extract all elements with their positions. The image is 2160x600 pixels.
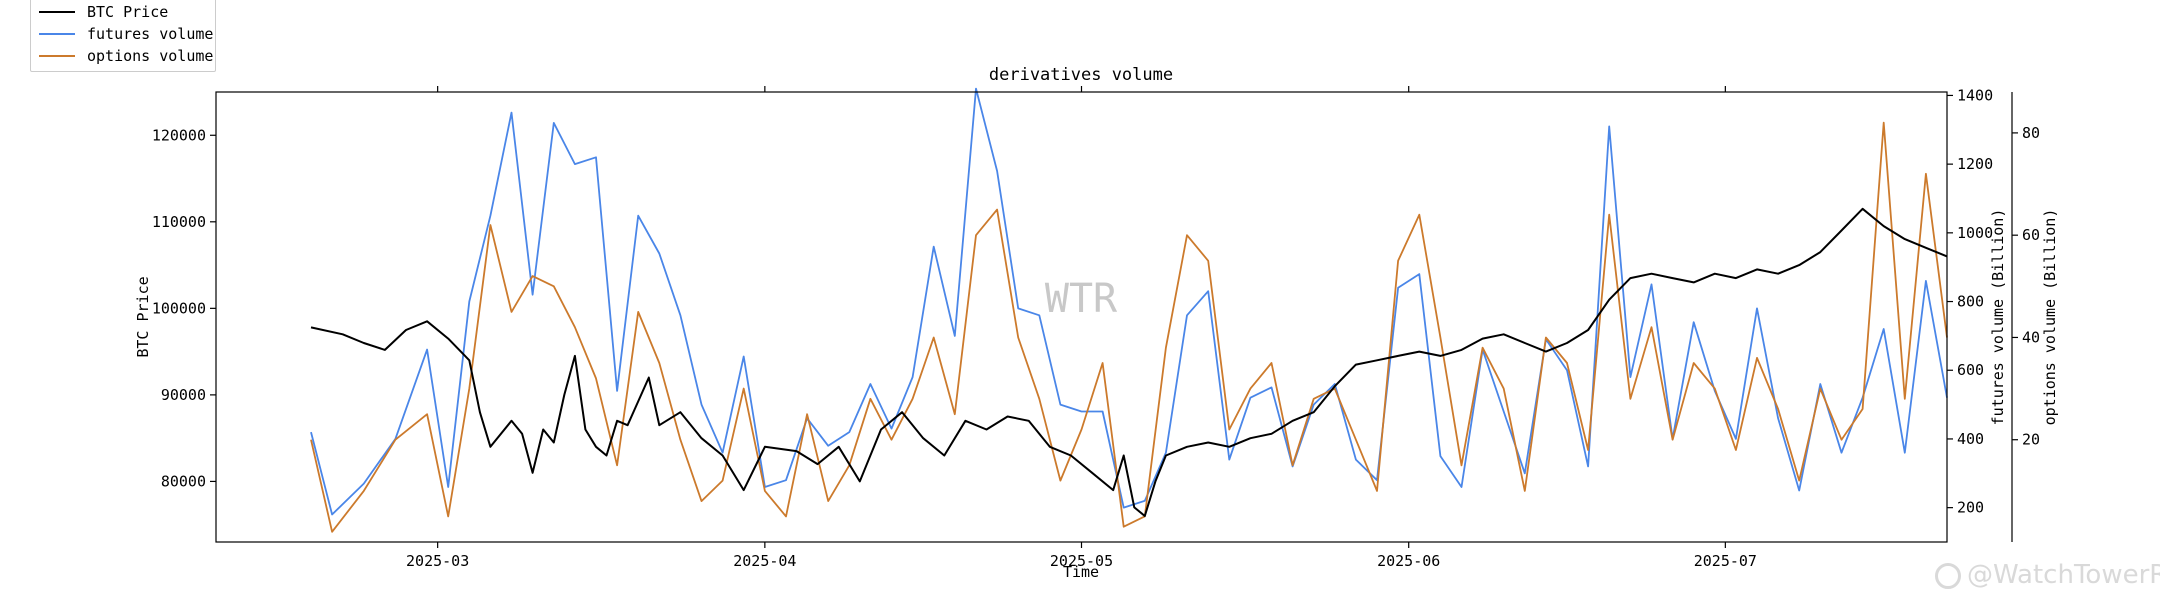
legend-label-futures: futures volume xyxy=(87,25,214,43)
futures-axis-label: futures volume (Billion) xyxy=(1989,209,2007,426)
brand-logo-icon xyxy=(1935,562,1961,589)
x-tick-label: 2025-04 xyxy=(733,552,796,570)
legend: BTC Price futures volume options volume xyxy=(30,0,216,72)
legend-item-options: options volume xyxy=(39,45,213,67)
legend-label-btc: BTC Price xyxy=(87,3,169,21)
series-line-btc xyxy=(310,207,1948,517)
futures-tick-label: 1000 xyxy=(1957,224,1993,242)
legend-item-futures: futures volume xyxy=(39,23,213,45)
series-line-futures xyxy=(310,87,1948,516)
left-tick-label: 120000 xyxy=(152,126,206,144)
left-axis-label: BTC Price xyxy=(134,276,152,357)
options-tick-label: 40 xyxy=(2022,328,2040,346)
left-tick-label: 90000 xyxy=(161,386,206,404)
left-tick-label: 80000 xyxy=(161,472,206,490)
futures-tick-label: 1200 xyxy=(1957,155,1993,173)
chart-title: derivatives volume xyxy=(989,65,1173,85)
x-tick-label: 2025-05 xyxy=(1050,552,1113,570)
x-tick-label: 2025-06 xyxy=(1377,552,1440,570)
brand-watermark: @WatchTowerR xyxy=(1935,560,2160,590)
futures-tick-label: 600 xyxy=(1957,361,1984,379)
x-tick-label: 2025-07 xyxy=(1694,552,1757,570)
legend-swatch-futures xyxy=(39,33,75,35)
left-tick-label: 100000 xyxy=(152,299,206,317)
legend-item-btc: BTC Price xyxy=(39,1,168,23)
options-tick-label: 20 xyxy=(2022,431,2040,449)
legend-swatch-btc xyxy=(39,11,75,13)
futures-tick-label: 1400 xyxy=(1957,86,1993,104)
futures-tick-label: 800 xyxy=(1957,293,1984,311)
watermark-text: WTR xyxy=(1045,276,1118,322)
x-tick-label: 2025-03 xyxy=(406,552,469,570)
futures-tick-label: 200 xyxy=(1957,499,1984,517)
futures-tick-label: 400 xyxy=(1957,430,1984,448)
left-tick-label: 110000 xyxy=(152,213,206,231)
legend-swatch-options xyxy=(39,55,75,57)
series-line-options xyxy=(310,121,1948,533)
legend-label-options: options volume xyxy=(87,47,214,65)
options-tick-label: 80 xyxy=(2022,124,2040,142)
options-tick-label: 60 xyxy=(2022,226,2040,244)
x-axis-label: Time xyxy=(1063,563,1099,581)
options-axis-label: options volume (Billion) xyxy=(2041,209,2059,426)
